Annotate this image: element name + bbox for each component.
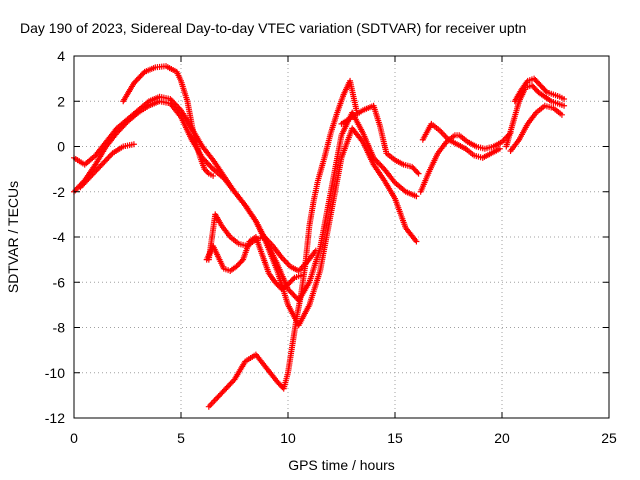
data-series bbox=[417, 129, 514, 195]
data-series bbox=[338, 102, 422, 177]
data-point bbox=[238, 257, 245, 264]
data-series bbox=[71, 98, 420, 304]
data-point bbox=[413, 238, 420, 245]
x-tick-label: 25 bbox=[601, 430, 617, 446]
y-axis-title: SDTVAR / TECUs bbox=[5, 181, 21, 293]
data-points bbox=[71, 63, 568, 410]
y-tick-label: -12 bbox=[45, 410, 65, 426]
data-series bbox=[419, 120, 503, 161]
y-tick-label: 4 bbox=[57, 48, 65, 64]
y-tick-label: -2 bbox=[53, 184, 66, 200]
data-point bbox=[130, 141, 137, 148]
axis-ticks: 0 5 10 15 20 25 -12 -10 -8 -6 -4 -2 0 2 4 bbox=[45, 48, 617, 446]
data-point bbox=[210, 172, 217, 179]
data-series bbox=[120, 63, 217, 179]
x-axis-title: GPS time / hours bbox=[288, 457, 395, 473]
data-series bbox=[511, 75, 568, 105]
y-tick-label: 0 bbox=[57, 139, 65, 155]
x-tick-label: 0 bbox=[70, 430, 78, 446]
x-tick-label: 15 bbox=[387, 430, 403, 446]
y-tick-label: -4 bbox=[53, 229, 66, 245]
y-tick-label: -8 bbox=[53, 320, 66, 336]
data-series bbox=[203, 234, 304, 293]
x-tick-label: 20 bbox=[494, 430, 510, 446]
x-tick-label: 10 bbox=[280, 430, 296, 446]
data-point bbox=[290, 276, 297, 283]
chart-title: Day 190 of 2023, Sidereal Day-to-day VTE… bbox=[20, 20, 526, 36]
y-tick-label: 2 bbox=[57, 93, 65, 109]
data-series bbox=[77, 141, 137, 191]
data-point bbox=[414, 169, 421, 176]
data-point bbox=[413, 193, 420, 200]
gridlines bbox=[74, 56, 609, 418]
y-tick-label: -10 bbox=[45, 365, 65, 381]
data-point bbox=[561, 102, 568, 109]
y-tick-label: -6 bbox=[53, 274, 66, 290]
data-point bbox=[415, 170, 422, 177]
data-point bbox=[558, 111, 565, 118]
data-series bbox=[205, 77, 360, 410]
data-series bbox=[503, 82, 568, 150]
data-series bbox=[507, 102, 565, 155]
data-point bbox=[312, 247, 319, 254]
data-series bbox=[205, 211, 319, 274]
x-tick-label: 5 bbox=[177, 430, 185, 446]
data-point bbox=[542, 87, 549, 94]
data-point bbox=[219, 389, 226, 396]
data-point bbox=[496, 145, 503, 152]
data-point bbox=[561, 95, 568, 102]
